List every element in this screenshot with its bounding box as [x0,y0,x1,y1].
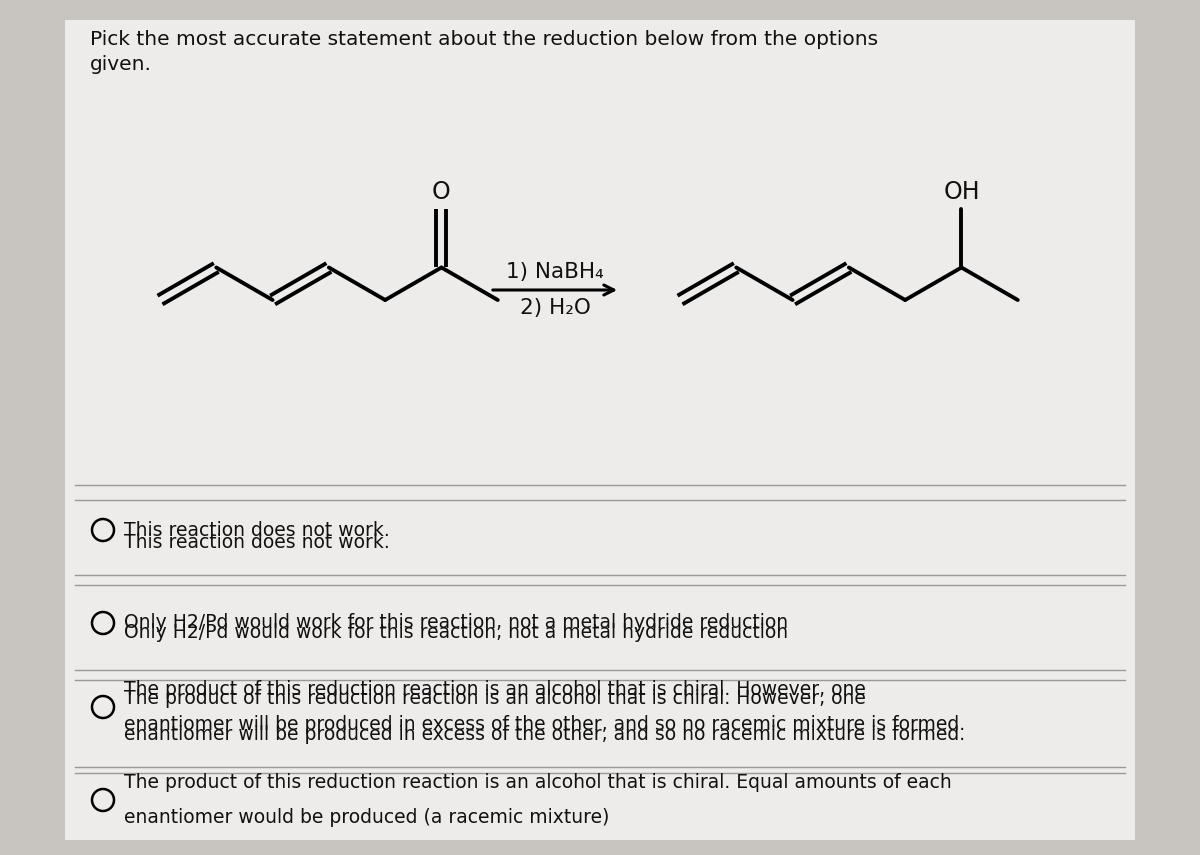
Text: Only H2/Pd would work for this reaction, not a metal hydride reduction: Only H2/Pd would work for this reaction,… [124,623,788,642]
Text: 2) H₂O: 2) H₂O [520,298,590,318]
Text: This reaction does not work.: This reaction does not work. [124,533,390,552]
Text: The product of this reduction reaction is an alcohol that is chiral. However, on: The product of this reduction reaction i… [124,680,866,699]
Text: The product of this reduction reaction is an alcohol that is chiral. However, on: The product of this reduction reaction i… [124,689,866,709]
FancyBboxPatch shape [65,20,1135,840]
Text: enantiomer will be produced in excess of the other, and so no racemic mixture is: enantiomer will be produced in excess of… [124,715,965,734]
Text: enantiomer would be produced (a racemic mixture): enantiomer would be produced (a racemic … [124,808,610,827]
Text: Pick the most accurate statement about the reduction below from the options: Pick the most accurate statement about t… [90,30,878,49]
Text: O: O [432,180,451,204]
Text: 1) NaBH₄: 1) NaBH₄ [506,262,604,282]
Text: given.: given. [90,55,152,74]
Text: enantiomer will be produced in excess of the other, and so no racemic mixture is: enantiomer will be produced in excess of… [124,724,965,744]
Text: OH: OH [943,180,979,204]
Text: The product of this reduction reaction is an alcohol that is chiral. Equal amoun: The product of this reduction reaction i… [124,773,952,792]
Text: This reaction does not work.: This reaction does not work. [124,521,390,540]
Text: Only H2/Pd would work for this reaction, not a metal hydride reduction: Only H2/Pd would work for this reaction,… [124,614,788,633]
